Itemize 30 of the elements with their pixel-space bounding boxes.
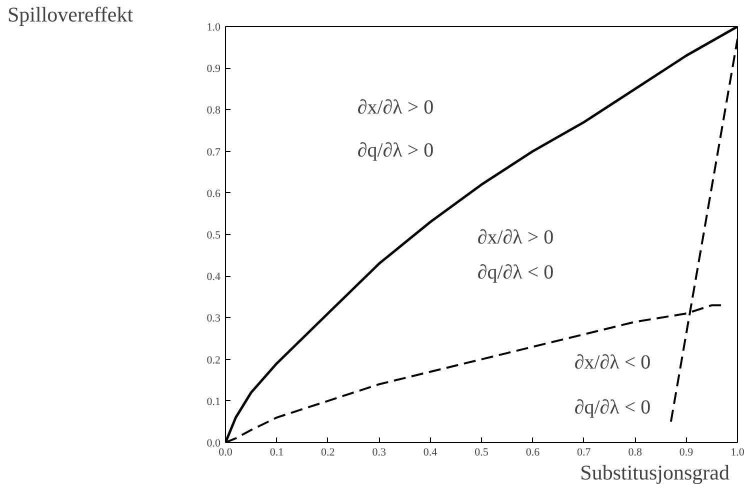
x-tick-label: 0.3 xyxy=(372,446,386,458)
annotation: ∂q/∂λ < 0 xyxy=(574,396,651,418)
x-tick-label: 0.5 xyxy=(474,446,489,458)
y-tick-label: 0.4 xyxy=(206,271,221,284)
x-tick-label: 0.9 xyxy=(679,446,694,458)
annotation: ∂x/∂λ > 0 xyxy=(357,96,434,118)
y-tick-label: 0.1 xyxy=(206,396,220,408)
annotation: ∂x/∂λ < 0 xyxy=(574,352,651,374)
x-axis-title: Substitusjonsgrad xyxy=(580,460,730,484)
y-tick-label: 0.3 xyxy=(206,312,221,325)
x-tick-label: 0.8 xyxy=(628,446,642,458)
x-tick-label: 0.6 xyxy=(526,446,540,458)
y-tick-label: 0.5 xyxy=(206,230,221,242)
y-axis-title: Spillovereffekt xyxy=(8,2,134,26)
y-tick-label: 0.0 xyxy=(206,438,221,450)
x-tick-label: 0.2 xyxy=(321,446,335,458)
x-tick-label: 0.1 xyxy=(270,446,284,458)
x-tick-label: 0.4 xyxy=(423,446,438,458)
annotation: ∂q/∂λ > 0 xyxy=(357,140,434,162)
x-tick-label: 0.7 xyxy=(577,446,592,458)
x-tick-label: 1.0 xyxy=(730,446,745,458)
y-tick-label: 0.7 xyxy=(206,146,221,158)
y-tick-label: 0.6 xyxy=(206,188,221,200)
annotation: ∂x/∂λ > 0 xyxy=(477,226,554,248)
x-tick-label: 0.0 xyxy=(218,446,233,458)
y-tick-label: 0.8 xyxy=(206,104,221,117)
y-tick-label: 1.0 xyxy=(206,22,221,34)
y-tick-label: 0.2 xyxy=(206,354,220,366)
y-tick-label: 0.9 xyxy=(206,63,221,76)
annotation: ∂q/∂λ < 0 xyxy=(477,262,554,284)
